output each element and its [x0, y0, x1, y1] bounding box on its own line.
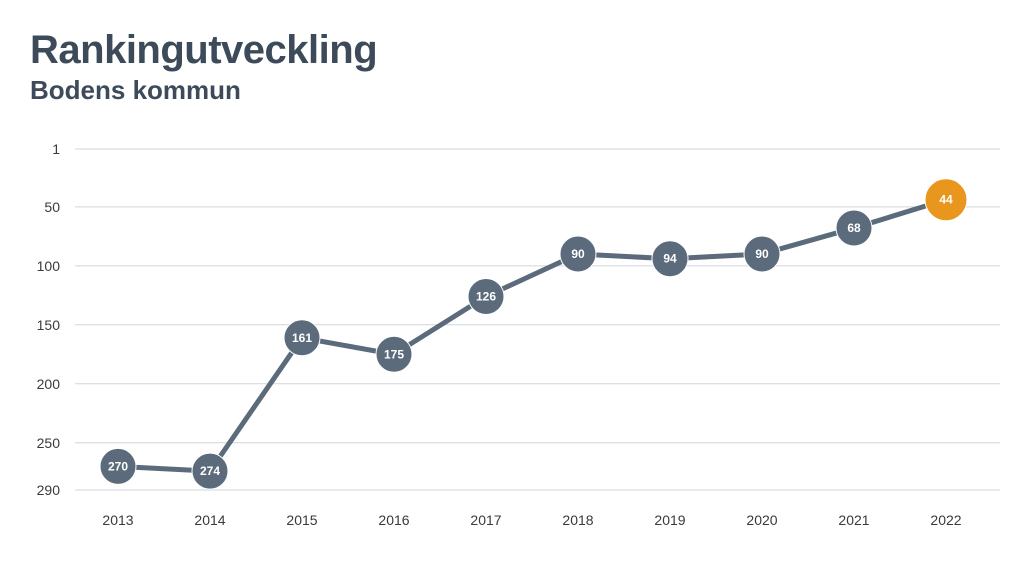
x-tick-label: 2022 — [930, 512, 961, 528]
data-point-marker — [559, 235, 597, 273]
data-label: 94 — [663, 252, 677, 266]
x-tick-label: 2020 — [746, 512, 777, 528]
x-tick-label: 2021 — [838, 512, 869, 528]
series-line-layer — [115, 197, 949, 474]
data-point: 126 — [467, 277, 505, 315]
gridlines — [75, 148, 1000, 491]
data-point: 270 — [99, 447, 137, 485]
data-point-marker — [743, 235, 781, 273]
data-label: 175 — [384, 347, 404, 361]
data-label: 90 — [755, 247, 769, 261]
data-point-marker — [283, 319, 321, 357]
data-label: 90 — [571, 247, 585, 261]
x-tick-label: 2015 — [286, 512, 317, 528]
data-point: 175 — [375, 335, 413, 373]
data-point-marker — [191, 452, 229, 490]
data-label: 161 — [292, 331, 312, 345]
data-label: 126 — [476, 289, 496, 303]
y-tick-label: 150 — [37, 317, 61, 333]
y-tick-label: 1 — [52, 141, 60, 157]
x-tick-label: 2013 — [102, 512, 133, 528]
x-tick-label: 2018 — [562, 512, 593, 528]
y-tick-label: 290 — [37, 482, 61, 498]
data-label: 274 — [200, 464, 220, 478]
data-point: 94 — [651, 240, 689, 278]
series-line — [115, 197, 949, 474]
data-point-marker — [375, 335, 413, 373]
chart-subtitle: Bodens kommun — [30, 75, 241, 105]
x-tick-label: 2019 — [654, 512, 685, 528]
x-tick-label: 2014 — [194, 512, 225, 528]
data-point-marker — [467, 277, 505, 315]
data-label: 270 — [108, 459, 128, 473]
data-point: 161 — [283, 319, 321, 357]
y-tick-label: 250 — [37, 435, 61, 451]
data-point-marker — [651, 240, 689, 278]
data-label: 68 — [847, 221, 861, 235]
data-point: 90 — [743, 235, 781, 273]
data-points: 270 274 161 175 126 90 94 90 68 44 — [99, 178, 968, 490]
x-tick-label: 2017 — [470, 512, 501, 528]
y-tick-label: 50 — [44, 199, 60, 215]
data-point: 274 — [191, 452, 229, 490]
data-point: 68 — [835, 209, 873, 247]
chart-title: Rankingutveckling — [30, 28, 378, 72]
data-point-marker — [99, 447, 137, 485]
y-tick-label: 200 — [37, 376, 61, 392]
data-point: 90 — [559, 235, 597, 273]
y-tick-label: 100 — [37, 258, 61, 274]
x-axis-ticks: 2013 2014 2015 2016 2017 2018 2019 2020 2021 2022 — [102, 512, 961, 528]
data-point-highlight: 44 — [924, 178, 968, 222]
data-label: 44 — [939, 193, 953, 207]
data-point-marker — [924, 178, 968, 222]
data-point-marker — [835, 209, 873, 247]
x-tick-label: 2016 — [378, 512, 409, 528]
